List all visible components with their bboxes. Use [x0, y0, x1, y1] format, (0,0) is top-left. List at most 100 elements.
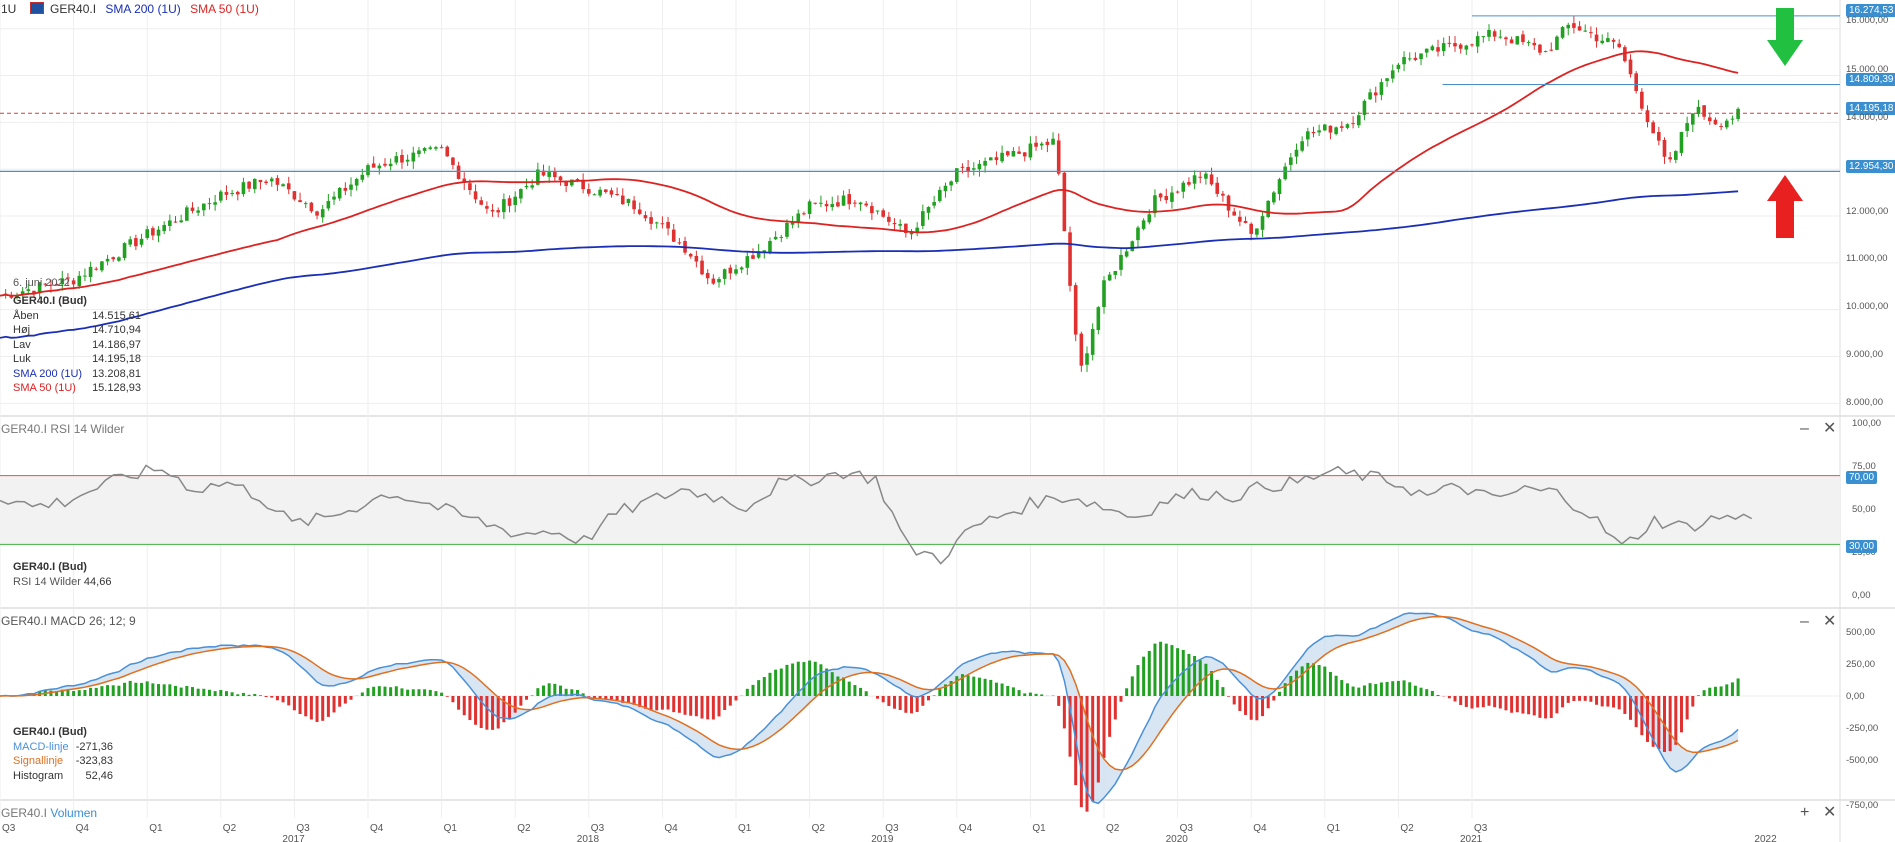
- candle-body: [1045, 141, 1050, 145]
- candle-body: [1402, 57, 1406, 65]
- candle-body: [179, 220, 183, 223]
- candle-body: [1090, 328, 1095, 355]
- candle-body: [1260, 216, 1265, 230]
- macd-histogram-bar: [757, 680, 761, 696]
- candle-body: [224, 192, 229, 195]
- x-tick-quarter: Q2: [812, 823, 826, 834]
- price-box-support: 12.954,30: [1846, 160, 1895, 173]
- volume-close-button[interactable]: ✕: [1823, 804, 1837, 821]
- macd-histogram-bar: [1555, 696, 1559, 714]
- candle-body: [151, 228, 155, 236]
- volume-expand-button[interactable]: +: [1800, 804, 1810, 821]
- candle-body: [1175, 191, 1180, 193]
- rsi-line: [0, 464, 1753, 565]
- candle-body: [88, 266, 93, 277]
- candle-body: [513, 196, 517, 205]
- candle-body: [943, 185, 948, 192]
- candle-body: [122, 243, 127, 258]
- candle-body: [434, 147, 438, 149]
- macd-histogram-bar: [1391, 681, 1395, 696]
- macd-histogram-bar: [683, 696, 687, 715]
- macd-histogram-bar: [762, 677, 766, 696]
- rsi-level-high-box: 70,00: [1846, 471, 1878, 484]
- sma50-legend[interactable]: SMA 50 (1U): [190, 2, 259, 16]
- macd-histogram-bar: [230, 692, 234, 696]
- candle-body: [875, 210, 880, 212]
- macd-histogram-bar: [1578, 696, 1582, 701]
- candle-body: [705, 272, 710, 279]
- x-tick-quarter: Q1: [444, 823, 458, 834]
- macd-minimize-button[interactable]: –: [1800, 613, 1809, 630]
- rsi-minimize-button[interactable]: –: [1800, 420, 1809, 437]
- macd-histogram-bar: [1521, 696, 1525, 714]
- macd-histogram-bar: [536, 688, 540, 696]
- macd-histogram-bar: [1425, 689, 1429, 696]
- candle-body: [1022, 152, 1027, 157]
- macd-histogram-bar: [694, 696, 698, 717]
- candle-body: [1589, 32, 1593, 34]
- candle-body: [1039, 143, 1044, 146]
- macd-histogram-bar: [1476, 696, 1480, 708]
- macd-histogram-bar: [190, 687, 194, 696]
- macd-histogram-bar: [1255, 696, 1259, 721]
- macd-histogram-bar: [1595, 696, 1599, 705]
- macd-histogram-bar: [1125, 688, 1129, 696]
- candle-body: [1515, 36, 1520, 45]
- macd-histogram-bar: [581, 693, 585, 696]
- candle-body: [1351, 123, 1355, 125]
- candle-body: [190, 207, 195, 211]
- macd-histogram-bar: [1238, 696, 1242, 711]
- macd-histogram-bar: [479, 696, 483, 728]
- candle-body: [1617, 43, 1621, 48]
- sma200-legend[interactable]: SMA 200 (1U): [105, 2, 181, 16]
- candle-body: [1068, 232, 1072, 286]
- macd-histogram-bar: [1057, 696, 1061, 706]
- macd-histogram-bar: [406, 689, 410, 696]
- macd-histogram-bar: [434, 691, 438, 696]
- macd-histogram-bar: [926, 696, 930, 701]
- macd-histogram-bar: [1068, 696, 1072, 757]
- candle-body: [66, 277, 70, 279]
- candle-body: [20, 291, 25, 295]
- macd-histogram-bar: [174, 685, 178, 696]
- candle-body: [1238, 216, 1242, 222]
- x-tick-quarter: Q1: [149, 823, 163, 834]
- candle-body: [983, 160, 987, 166]
- symbol-label[interactable]: GER40.I: [50, 2, 97, 16]
- candle-body: [688, 253, 693, 257]
- candle-body: [1594, 34, 1599, 42]
- macd-histogram-bar: [513, 696, 517, 713]
- macd-histogram-bar: [1187, 653, 1191, 696]
- rsi-tick: 50,00: [1852, 504, 1876, 515]
- macd-histogram-bar: [89, 687, 93, 696]
- x-tick-quarter: Q3: [1180, 823, 1194, 834]
- macd-histogram-bar: [960, 674, 964, 696]
- candle-body: [581, 180, 585, 190]
- candle-body: [1470, 44, 1474, 46]
- candle-body: [677, 242, 682, 244]
- macd-histogram-bar: [1311, 663, 1315, 696]
- candle-body: [1532, 42, 1537, 46]
- candle-body: [49, 284, 53, 286]
- candle-body: [1583, 30, 1588, 32]
- interval-label[interactable]: 1U: [1, 2, 17, 16]
- macd-histogram-bar: [547, 683, 551, 696]
- price-tick: 14.000,00: [1846, 112, 1889, 123]
- volume-label[interactable]: Volumen: [50, 806, 98, 820]
- candle-body: [1736, 108, 1740, 119]
- candle-body: [615, 194, 619, 196]
- candle-body: [496, 210, 501, 213]
- candle-body: [626, 199, 631, 203]
- candle-body: [745, 256, 750, 268]
- rsi-close-button[interactable]: ✕: [1823, 420, 1837, 437]
- candle-body: [1628, 59, 1633, 75]
- macd-histogram-bar: [400, 688, 404, 696]
- candle-body: [666, 221, 670, 229]
- candle-body: [1289, 157, 1293, 165]
- candle-body: [1390, 70, 1395, 79]
- macd-histogram-bar: [915, 696, 919, 712]
- macd-close-button[interactable]: ✕: [1823, 613, 1837, 630]
- candle-body: [1407, 58, 1412, 60]
- macd-histogram-bar: [1504, 696, 1508, 711]
